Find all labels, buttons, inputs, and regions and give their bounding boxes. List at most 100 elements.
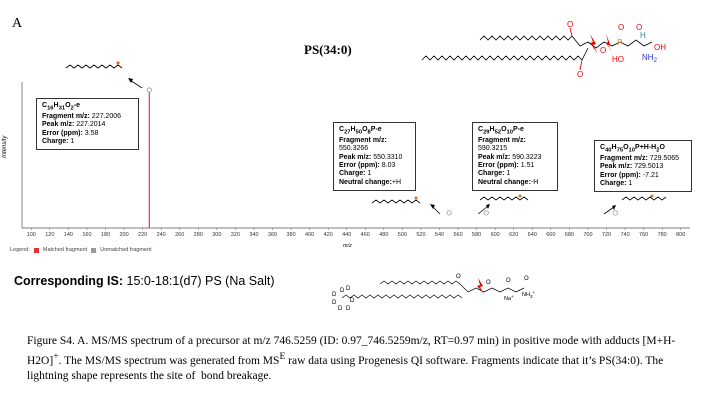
fragment-glyph bbox=[621, 196, 667, 201]
deuterium-label: D bbox=[346, 286, 351, 292]
neutral-change-row: Neutral change:-H bbox=[478, 179, 552, 187]
field-label: Fragment m/z: bbox=[478, 136, 526, 144]
fragment-mz-row: Fragment m/z: 729.5065 bbox=[600, 155, 686, 163]
is-structure: D D D D D D D O O O O Na+ NH3+ bbox=[332, 274, 535, 312]
neutral-change-value: -H bbox=[530, 178, 539, 186]
x-tick-label: 160 bbox=[82, 232, 91, 238]
x-tick-label: 140 bbox=[64, 232, 73, 238]
acyl-chain-1 bbox=[479, 35, 573, 41]
error-row: Error (ppm): 1.51 bbox=[478, 162, 552, 170]
x-tick-label: 220 bbox=[138, 232, 147, 238]
x-tick-label: 620 bbox=[509, 232, 518, 238]
deuterium-label: D bbox=[350, 298, 355, 304]
legend-unmatched-label: Unmatched fragment bbox=[100, 247, 152, 253]
is-label: Corresponding IS: bbox=[14, 274, 124, 288]
field-label: Peak m/z: bbox=[478, 153, 511, 161]
x-tick-label: 600 bbox=[491, 232, 500, 238]
charge-value: 1 bbox=[367, 170, 372, 178]
ammonium-symbol: NH bbox=[522, 292, 530, 298]
field-label: Fragment m/z: bbox=[42, 112, 90, 120]
deuterium-label: D bbox=[332, 300, 337, 306]
oxygen-label: O bbox=[506, 278, 511, 284]
field-label: Charge: bbox=[339, 170, 366, 178]
is-value: 15:0-18:1(d7) PS (Na Salt) bbox=[126, 274, 275, 288]
x-tick-label: 180 bbox=[101, 232, 110, 238]
legend-swatch-matched bbox=[33, 247, 39, 253]
neutral-change-value: +H bbox=[391, 178, 402, 186]
oxygen-label: O bbox=[567, 20, 573, 29]
fragment-mz-value: 590.3215 bbox=[478, 145, 508, 153]
charge-value: 1 bbox=[70, 138, 75, 146]
fragment-mz-value: 227.2006 bbox=[91, 112, 121, 120]
x-tick-label: 660 bbox=[546, 232, 555, 238]
x-tick-label: 700 bbox=[583, 232, 592, 238]
hydroxyl-label: OH bbox=[654, 43, 666, 52]
oxygen-label: O bbox=[618, 23, 624, 32]
cleavage-bolt bbox=[477, 278, 484, 294]
is-chain-2 bbox=[341, 294, 463, 299]
peak-mz-value: 550.3310 bbox=[373, 153, 403, 161]
callout-arrow bbox=[603, 206, 615, 215]
x-tick-label: 720 bbox=[602, 232, 611, 238]
fragment-mz-value: 729.5065 bbox=[649, 154, 679, 162]
fragment-mz-row: Fragment m/z: 227.2006 bbox=[42, 113, 133, 121]
fragment-markers bbox=[146, 87, 618, 216]
x-tick-label: 680 bbox=[565, 232, 574, 238]
internal-standard-line: Corresponding IS: 15:0-18:1(d7) PS (Na S… bbox=[14, 274, 275, 288]
x-tick-label: 460 bbox=[361, 232, 370, 238]
is-chain-1 bbox=[379, 280, 461, 285]
x-tick-label: 320 bbox=[231, 232, 240, 238]
hydroxyl-label: HO bbox=[612, 55, 624, 64]
x-tick-label: 380 bbox=[286, 232, 295, 238]
oxygen-label: O bbox=[456, 274, 461, 280]
x-tick-label: 360 bbox=[268, 232, 277, 238]
field-label: Fragment m/z: bbox=[339, 136, 387, 144]
sodium-charge: + bbox=[511, 294, 514, 299]
charge-value: 1 bbox=[628, 180, 633, 188]
fragment-glyph bbox=[65, 64, 123, 69]
fragment-marker bbox=[483, 210, 489, 216]
fragment-formula: C16H31O2-e bbox=[42, 102, 81, 112]
fragment-marker bbox=[446, 210, 452, 216]
neutral-change-row: Neutral change:+H bbox=[339, 179, 410, 187]
ammonium-subscript: 3 bbox=[530, 294, 533, 299]
field-label: Peak m/z: bbox=[42, 121, 75, 129]
x-tick-label: 260 bbox=[175, 232, 184, 238]
x-tick-label: 420 bbox=[324, 232, 333, 238]
x-axis-label: m/z bbox=[343, 243, 352, 249]
deuterium-label: D bbox=[332, 292, 337, 298]
amine-label: NH2 bbox=[642, 53, 658, 64]
x-tick-label: 560 bbox=[453, 232, 462, 238]
legend-swatch-unmatched bbox=[91, 247, 97, 253]
x-tick-label: 500 bbox=[398, 232, 407, 238]
error-value: -7.21 bbox=[642, 171, 659, 179]
field-label: Error (ppm): bbox=[478, 162, 519, 170]
fragment-mz-value: 550.3266 bbox=[339, 145, 369, 153]
x-tick-label: 800 bbox=[676, 232, 685, 238]
fragment-box-3: C29H52O10P-e Fragment m/z: 590.3215 Peak… bbox=[472, 122, 558, 192]
fragment-glyph-o bbox=[650, 194, 654, 198]
arrowhead bbox=[612, 205, 616, 210]
field-label: Error (ppm): bbox=[600, 171, 641, 179]
error-value: 8.03 bbox=[381, 162, 396, 170]
cleavage-bolt-1 bbox=[590, 34, 598, 54]
structure-title: PS(34:0) bbox=[304, 42, 352, 57]
x-tick-label: 440 bbox=[342, 232, 351, 238]
field-label: Peak m/z: bbox=[600, 163, 633, 171]
fragment-box-1: C16H31O2-e Fragment m/z: 227.2006 Peak m… bbox=[36, 98, 139, 151]
fragment-formula: C29H52O10P-e bbox=[478, 126, 524, 136]
error-value: 1.51 bbox=[520, 162, 535, 170]
charge-row: Charge: 1 bbox=[339, 170, 410, 178]
x-tick-label: 780 bbox=[658, 232, 667, 238]
field-label: Charge: bbox=[478, 170, 505, 178]
peak-mz-row: Peak m/z: 550.3310 bbox=[339, 154, 410, 162]
x-tick-label: 640 bbox=[528, 232, 537, 238]
panel-letter: A bbox=[12, 16, 23, 31]
ps-structure: O O O O O P HO H OH NH2 bbox=[421, 20, 666, 79]
charge-row: Charge: 1 bbox=[42, 138, 133, 146]
field-label: Charge: bbox=[42, 138, 69, 146]
fragment-box-2: C27H50O8P-e Fragment m/z: 550.3266 Peak … bbox=[333, 122, 416, 192]
peak-mz-row: Peak m/z: 590.3223 bbox=[478, 154, 552, 162]
glycerol-backbone bbox=[571, 35, 653, 49]
oxygen-label: O bbox=[486, 280, 491, 286]
